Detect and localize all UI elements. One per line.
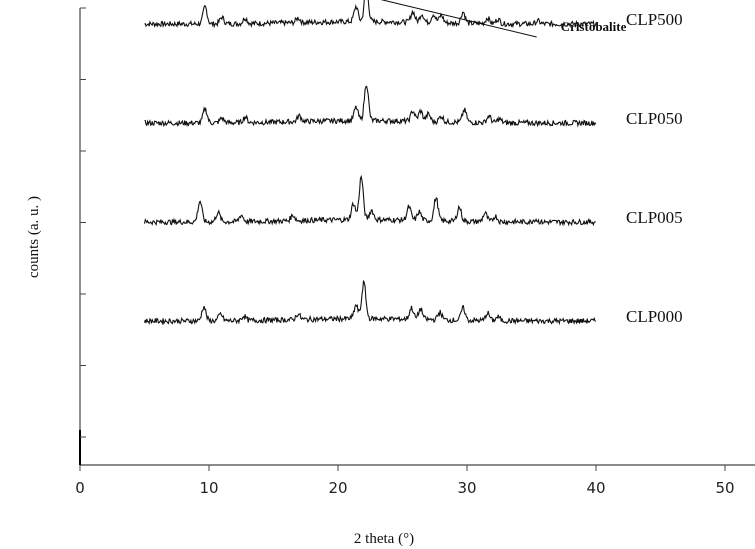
series-clp005-line: [143, 174, 596, 227]
annotation-group: Cristobalite: [380, 0, 627, 38]
y-ticks: [80, 7, 86, 438]
series-clp000-label: CLP000: [626, 307, 683, 326]
x-tick-label-20: 20: [328, 479, 347, 497]
series-clp050-label: CLP050: [626, 109, 683, 128]
series-clp500-label: CLP500: [626, 10, 683, 29]
y-axis-title: counts (a. u. ): [26, 196, 42, 278]
x-ticks: 0 10 20 30 40 50: [75, 465, 735, 497]
annotation-leader-line: [380, 0, 537, 38]
series-clp000-line: [143, 280, 597, 326]
x-tick-label-50: 50: [715, 479, 734, 497]
annotation-label: Cristobalite: [561, 19, 627, 34]
series-clp005-label: CLP005: [626, 208, 683, 227]
x-axis-title: 2 theta (°): [354, 531, 414, 547]
axes: [79, 8, 755, 466]
series-clp500-line: [144, 0, 597, 29]
x-tick-label-0: 0: [75, 479, 85, 497]
x-tick-label-30: 30: [457, 479, 476, 497]
series-clp050-line: [144, 85, 597, 128]
x-tick-label-40: 40: [586, 479, 605, 497]
x-tick-label-10: 10: [199, 479, 218, 497]
series-group: CLP500 CLP050 CLP005 CLP000: [143, 0, 683, 326]
